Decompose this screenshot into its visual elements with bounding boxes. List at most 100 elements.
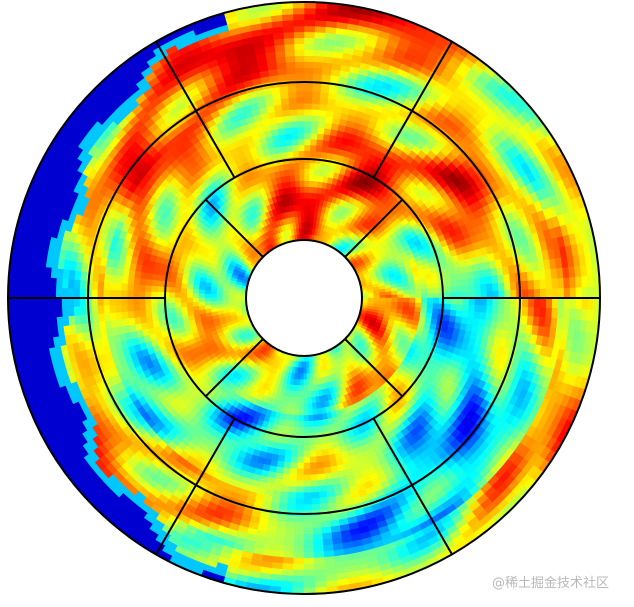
heat-cell [298, 421, 305, 428]
heat-cell [309, 138, 317, 146]
heat-cell [286, 503, 297, 511]
heat-cell [96, 289, 104, 299]
heat-cell [303, 120, 312, 128]
heat-cell [180, 283, 188, 290]
heat-cell [97, 305, 105, 315]
heat-cell [311, 503, 322, 511]
heat-cell [180, 292, 187, 299]
heat-cell [180, 297, 187, 304]
heat-cell [468, 304, 476, 312]
heat-cell [282, 425, 290, 433]
heat-cell [120, 297, 128, 306]
heat-cell [297, 373, 302, 381]
heat-cell [303, 168, 310, 175]
heat-cell [315, 144, 323, 153]
heatmap-cells [7, 1, 601, 595]
heat-cell [317, 115, 326, 123]
heat-cell [115, 275, 123, 284]
heat-cell [233, 294, 241, 299]
heat-cell [296, 379, 302, 386]
heat-cell [295, 391, 301, 398]
heat-cell [282, 121, 291, 129]
heat-cell [318, 479, 327, 487]
heat-cell [296, 108, 305, 116]
heat-cell [432, 287, 440, 294]
heat-cell [308, 180, 314, 188]
heat-cell [174, 302, 182, 309]
heat-cell [468, 284, 476, 292]
heat-cell [312, 73, 322, 81]
heat-cell [540, 288, 547, 299]
heat-cell [303, 498, 313, 506]
heat-cell [409, 293, 416, 299]
heat-cell [210, 290, 217, 295]
heat-cell [120, 283, 128, 292]
heat-cell [303, 215, 308, 223]
heat-cell [284, 449, 293, 457]
heat-cell [385, 297, 393, 302]
heat-cell [279, 497, 289, 505]
heat-cell [527, 279, 535, 290]
heat-cell [156, 308, 165, 316]
heat-cell [480, 304, 488, 313]
heat-cell [73, 297, 80, 308]
heat-cell [461, 310, 469, 318]
heat-cell [503, 305, 511, 315]
heat-cell [295, 90, 305, 98]
heat-cell [286, 437, 294, 446]
heat-cell [486, 297, 494, 306]
heat-cell [61, 278, 69, 290]
heat-cell [303, 96, 313, 104]
heat-cell [467, 277, 475, 286]
heat-cell [67, 306, 75, 317]
heat-cell [497, 312, 505, 322]
heat-cell [303, 180, 309, 187]
heat-cell [320, 145, 329, 153]
heat-cell [391, 301, 398, 306]
heat-cell [316, 133, 324, 141]
heat-cell [303, 462, 312, 470]
heat-cell [168, 287, 176, 294]
heat-cell [296, 486, 305, 494]
heat-cell [132, 284, 140, 292]
heat-cell [503, 281, 511, 291]
heat-cell [303, 102, 312, 110]
heat-cell [291, 138, 299, 146]
heat-cell [303, 397, 309, 404]
heat-cell [298, 162, 305, 170]
heat-cell [468, 297, 476, 306]
heat-cell [296, 120, 305, 128]
heat-cell [474, 304, 482, 313]
heat-cell [449, 314, 457, 323]
heat-cell [311, 491, 321, 499]
heat-cell [108, 297, 116, 306]
heat-cell [288, 420, 295, 428]
heat-cell [300, 385, 305, 393]
heat-cell [397, 297, 404, 303]
heat-cell [102, 297, 110, 307]
heat-cell [403, 297, 410, 303]
heat-cell [298, 168, 305, 175]
heat-cell [303, 534, 314, 541]
heat-cell [312, 527, 323, 535]
heat-cell [319, 85, 330, 94]
heat-cell [309, 444, 317, 452]
heat-cell [114, 297, 122, 306]
heat-cell [168, 281, 176, 289]
heat-cell [315, 443, 323, 452]
heat-cell [297, 144, 305, 152]
heat-cell [67, 297, 74, 308]
heat-cell [126, 297, 134, 306]
heat-cell [281, 479, 290, 487]
heat-cell [303, 221, 308, 229]
heat-cell [303, 456, 311, 464]
heat-cell [67, 279, 75, 290]
heat-cell [295, 96, 305, 104]
heat-cell [296, 102, 305, 110]
heat-cell [522, 297, 529, 308]
heat-cell [287, 497, 297, 505]
heat-cell [288, 486, 297, 494]
heat-cell [485, 312, 493, 321]
heat-cell [294, 528, 305, 535]
